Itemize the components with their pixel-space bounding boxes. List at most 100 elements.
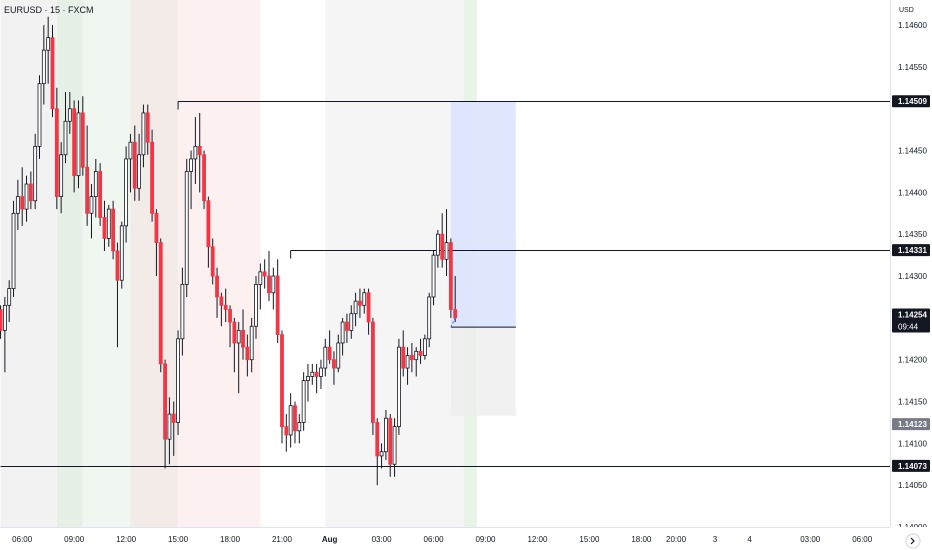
y-tick-label: 1.14150 [898, 398, 927, 407]
candle-body [297, 422, 302, 432]
y-tick-label: 1.14400 [898, 188, 927, 197]
candle-body [388, 417, 393, 465]
x-tick-label: 18:00 [220, 535, 241, 544]
candle-body [310, 371, 315, 377]
candle-body [89, 196, 94, 214]
y-tick-label: 1.14200 [898, 356, 927, 365]
candle-body [163, 363, 167, 440]
candle-body [345, 321, 349, 331]
candle-body [158, 242, 163, 365]
candle-body [241, 330, 245, 348]
session-band [178, 0, 261, 527]
currency-label: USD [899, 7, 914, 14]
candle-body [288, 405, 293, 436]
candle-body [336, 342, 341, 369]
candle-body [154, 212, 159, 243]
candle-body [132, 141, 137, 189]
price-label: 1.14331 [898, 246, 927, 255]
candle-body [405, 355, 410, 369]
candle-body [418, 350, 423, 356]
y-tick-label: 1.14550 [898, 63, 927, 72]
position-projection-line [450, 317, 456, 328]
candle-body [349, 313, 354, 331]
candle-body [93, 171, 98, 197]
candle-body [171, 413, 176, 423]
candle-body [85, 166, 90, 214]
candle-body [453, 309, 458, 319]
scroll-to-latest-button[interactable] [905, 533, 921, 549]
candle-body [193, 145, 198, 160]
session-band [325, 0, 469, 527]
candle-body [98, 171, 103, 218]
position-stop-zone[interactable] [450, 327, 516, 416]
price-label: 1.14073 [898, 462, 927, 471]
candle-body [245, 346, 250, 361]
candle-body [59, 154, 64, 197]
candle-body [371, 321, 375, 423]
candle-body [431, 254, 436, 298]
symbol-title: EURUSD · 15 · FXCM [4, 5, 94, 15]
candle-body [219, 296, 224, 306]
candle-body [271, 275, 276, 294]
candle-body [20, 196, 25, 210]
candle-body [202, 154, 206, 202]
candle-body [444, 242, 449, 260]
candle-body [301, 380, 306, 423]
candle-body [11, 212, 16, 289]
candle-body [150, 141, 154, 214]
x-tick-label: 12:00 [116, 535, 137, 544]
candle-body [37, 83, 42, 147]
candle-body [392, 426, 397, 465]
candle-body [80, 112, 85, 168]
candle-body [67, 108, 72, 122]
candle-body [33, 145, 38, 202]
price-label-box [892, 244, 930, 257]
candle-body [366, 292, 371, 323]
candle-body [293, 405, 297, 432]
candle-body [379, 451, 384, 457]
candle-body [280, 334, 284, 428]
candle-body [384, 417, 388, 453]
candle-body [228, 309, 232, 323]
candle-body [232, 321, 237, 344]
price-label: 1.14254 [898, 311, 927, 320]
y-tick-label: 1.14300 [898, 272, 927, 281]
session-band [56, 0, 83, 527]
x-tick-label: 06:00 [424, 535, 445, 544]
candle-body [76, 112, 81, 177]
x-tick-label: 18:00 [631, 535, 652, 544]
candle-body [306, 376, 310, 382]
candle-body [422, 338, 427, 356]
x-tick-label: 03:00 [372, 535, 393, 544]
x-tick-label: 06:00 [852, 535, 873, 544]
x-tick-label: 06:00 [12, 535, 33, 544]
candle-body [236, 330, 241, 344]
candle-body [41, 49, 46, 85]
x-tick-label: 09:00 [475, 535, 496, 544]
session-band [0, 0, 57, 527]
candle-body [375, 422, 380, 457]
chevron-right-icon [910, 537, 915, 545]
candle-body [128, 141, 133, 160]
price-label: 1.14123 [898, 420, 927, 429]
candle-body [54, 108, 59, 197]
session-band [130, 0, 179, 527]
candle-body [50, 37, 55, 110]
candle-body [396, 346, 401, 428]
candle-body [319, 367, 323, 377]
candle-body [115, 250, 120, 281]
time-axis[interactable] [0, 527, 932, 550]
x-tick-label: 4 [747, 535, 752, 544]
candle-body [28, 183, 33, 202]
price-axis[interactable] [890, 0, 932, 550]
candle-body [323, 346, 328, 369]
candle-body [448, 242, 453, 310]
candle-body [284, 426, 289, 436]
candle-body [167, 413, 172, 440]
x-tick-label: 20:00 [666, 535, 687, 544]
candle-body [353, 300, 358, 315]
x-tick-label: 12:00 [527, 535, 548, 544]
position-target-zone[interactable] [450, 101, 516, 328]
candle-body [119, 225, 124, 281]
